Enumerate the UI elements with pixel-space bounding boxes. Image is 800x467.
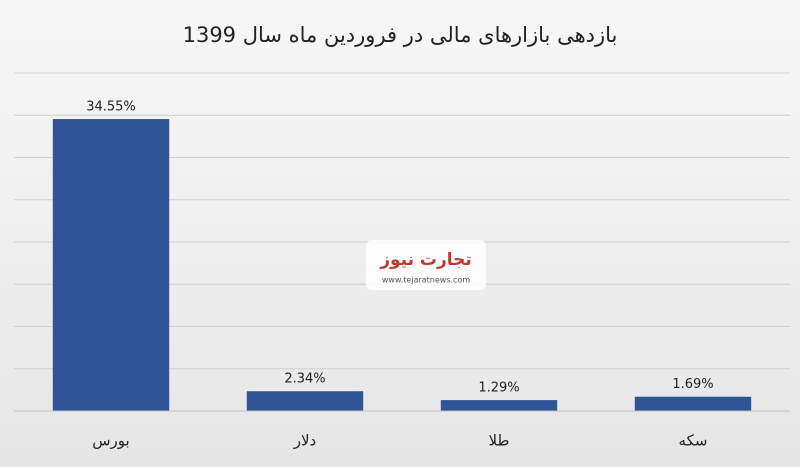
x-tick-label: دلار bbox=[293, 432, 316, 450]
value-label: 34.55% bbox=[86, 100, 136, 115]
value-label: 1.69% bbox=[672, 377, 713, 392]
bar bbox=[52, 119, 170, 412]
x-tick-label: سکه bbox=[679, 432, 708, 450]
x-tick-label: بورس bbox=[92, 432, 129, 450]
bar bbox=[440, 400, 558, 411]
value-label: 2.34% bbox=[284, 372, 325, 387]
bar bbox=[246, 391, 364, 411]
watermark-box bbox=[366, 240, 486, 290]
watermark-name: تجارت نیوز bbox=[379, 250, 472, 270]
watermark: تجارت نیوز www.tejaratnews.com bbox=[366, 240, 486, 290]
chart-title: بازدهی بازارهای مالی در فروردین ماه سال … bbox=[183, 23, 618, 47]
watermark-url: www.tejaratnews.com bbox=[382, 276, 470, 285]
x-tick-label: طلا bbox=[489, 432, 510, 450]
value-label: 1.29% bbox=[478, 381, 519, 396]
bar bbox=[634, 396, 752, 411]
